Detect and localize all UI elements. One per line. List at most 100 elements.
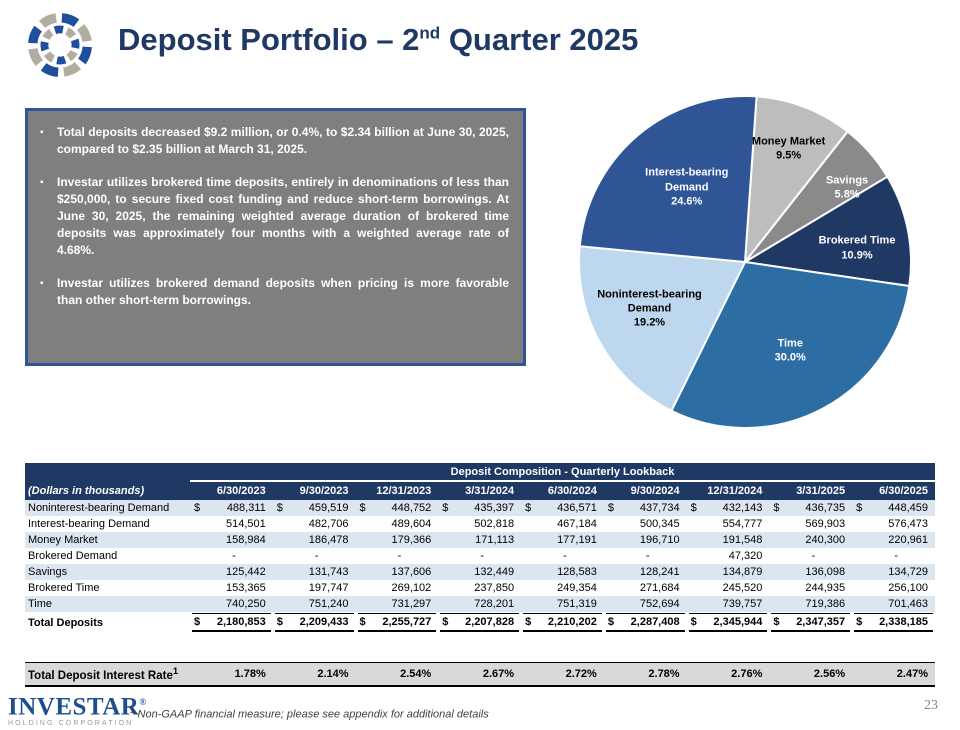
dollar-sign: $	[773, 616, 780, 628]
pie-slice-brokered-time	[744, 175, 912, 288]
deposit-table: Deposit Composition - Quarterly Lookback…	[25, 463, 935, 633]
deposit-composition-pie-chart: Money Market 9.5% Savings 5.8% Brokered Time…	[575, 92, 915, 432]
dollar-sign: $	[690, 502, 697, 514]
swirl-segment	[61, 13, 80, 28]
units-label: (Dollars in thousands)	[25, 481, 190, 500]
dollar-sign: $	[442, 616, 449, 628]
bullet-item: ▪ Total deposits decreased $9.2 million, …	[40, 124, 509, 158]
value-cell: -	[563, 550, 567, 562]
pie-value-time: 30.0%	[774, 351, 806, 364]
dollar-sign: $	[442, 502, 449, 514]
interest-rate-value: 2.54%	[355, 662, 439, 687]
swirl-segment	[28, 47, 44, 67]
table-row: Money Market 158,984 186,478 179,366 171,113…	[25, 532, 935, 548]
dollar-sign: $	[194, 616, 201, 628]
value-cell: 47,320	[728, 550, 763, 562]
pie-label-time: Time 30.0%	[774, 337, 806, 364]
interest-rate-value: 2.76%	[686, 662, 770, 687]
row-label: Time	[28, 598, 53, 610]
dollar-sign: $	[194, 502, 201, 514]
investar-wordmark: INVESTAR® HOLDING CORPORATION	[8, 690, 148, 727]
value-cell: 191,548	[722, 534, 763, 546]
bullet-square-icon: ▪	[40, 127, 44, 138]
value-cell: $432,143	[690, 502, 763, 514]
value-cell: 134,879	[722, 566, 763, 578]
column-header: 9/30/2024	[603, 481, 687, 500]
table-row: Time 740,250 751,240 731,297 728,201 751,319 7…	[25, 596, 935, 612]
registered-mark: ®	[139, 697, 147, 707]
bullet-item: ▪ Investar utilizes brokered time deposit…	[40, 174, 509, 259]
value-cell: -	[314, 550, 319, 562]
swirl-segment	[42, 28, 54, 41]
value-cell: 739,757	[722, 598, 763, 610]
title-prefix: Deposit Portfolio – 2	[118, 22, 420, 57]
dollar-sign: $	[856, 616, 863, 628]
value-cell: 125,442	[226, 566, 266, 578]
value-cell: 132,449	[474, 566, 515, 578]
row-label: Interest-bearing Demand	[28, 518, 150, 530]
dollar-sign: $	[525, 616, 532, 628]
row-label: Total Deposits	[28, 616, 103, 629]
interest-rate-value: 2.67%	[438, 662, 522, 687]
swirl-segment	[56, 55, 67, 65]
value-cell: 249,354	[557, 582, 597, 594]
pie-slice-time	[670, 261, 911, 429]
value-cell: 489,604	[391, 518, 432, 530]
table-row: Brokered Time 153,365 197,747 269,102 237,85…	[25, 580, 935, 596]
value-cell: $448,459	[856, 502, 928, 514]
swirl-segment	[40, 62, 59, 77]
value-cell: $2,210,202	[521, 612, 604, 633]
row-label: Savings	[28, 566, 68, 578]
value-cell: 731,297	[391, 598, 432, 610]
value-cell: -	[894, 550, 898, 562]
value-cell: 576,473	[888, 518, 928, 530]
bullet-text: Total deposits decreased $9.2 million, o…	[57, 125, 509, 156]
table-banner: Deposit Composition - Quarterly Lookback	[190, 463, 935, 482]
interest-rate-table: Total Deposit Interest Rate1 1.78% 2.14% 2.…	[25, 662, 935, 687]
dollar-sign: $	[359, 616, 366, 628]
interest-rate-row: Total Deposit Interest Rate1 1.78% 2.14% 2.…	[25, 662, 935, 687]
footnote: 1 Non-GAAP financial measure; please see…	[130, 706, 489, 721]
value-cell: 240,300	[805, 534, 846, 546]
value-cell: 514,501	[226, 518, 266, 530]
value-cell: $2,338,185	[852, 612, 935, 633]
value-cell: 131,743	[308, 566, 349, 578]
value-cell: 244,935	[805, 582, 846, 594]
pie-label-money-market: Money Market 9.5%	[751, 135, 826, 162]
pie-value-interest-bearing-demand: 24.6%	[671, 195, 703, 208]
value-cell: 701,463	[888, 598, 928, 610]
swirl-segment	[62, 61, 82, 77]
pie-slice-money-market	[744, 95, 849, 263]
swirl-segment	[70, 38, 80, 49]
wordmark-subtitle: HOLDING CORPORATION	[8, 720, 134, 728]
value-cell: -	[397, 550, 402, 562]
interest-rate-value: 2.72%	[521, 662, 604, 687]
value-cell: $2,287,408	[604, 612, 687, 633]
value-cell: 128,583	[557, 566, 597, 578]
value-cell: $2,209,433	[273, 612, 356, 633]
pie-label-savings: Savings 5.8%	[825, 174, 869, 201]
column-header: 9/30/2023	[272, 481, 356, 500]
value-cell: -	[811, 550, 816, 562]
pie-slice-noninterest-bearing-demand	[578, 245, 746, 412]
table-row: Interest-bearing Demand 514,501 482,706 489…	[25, 516, 935, 532]
swirl-segment	[66, 49, 78, 62]
pie-slice-interest-bearing-demand	[578, 94, 758, 263]
value-cell: 237,850	[474, 582, 515, 594]
value-cell: $488,311	[194, 502, 266, 514]
table-header-row: (Dollars in thousands) 6/30/2023 9/30/2023…	[25, 481, 935, 500]
value-cell: $436,735	[773, 502, 846, 514]
rate-label-superscript: 1	[172, 665, 179, 677]
interest-rate-label: Total Deposit Interest Rate1	[25, 662, 190, 687]
dollar-sign: $	[690, 616, 697, 628]
value-cell: 177,191	[557, 534, 597, 546]
value-cell: 256,100	[888, 582, 928, 594]
value-cell: 158,984	[226, 534, 266, 546]
dollar-sign: $	[276, 502, 283, 514]
pie-label-brokered-time: Brokered Time 10.9%	[818, 234, 896, 262]
page-title: Deposit Portfolio – 2nd Quarter 2025	[118, 22, 638, 58]
value-cell: 482,706	[308, 518, 349, 530]
dollar-sign: $	[359, 502, 366, 514]
dollar-sign: $	[276, 616, 283, 628]
column-header: 6/30/2024	[521, 481, 604, 500]
